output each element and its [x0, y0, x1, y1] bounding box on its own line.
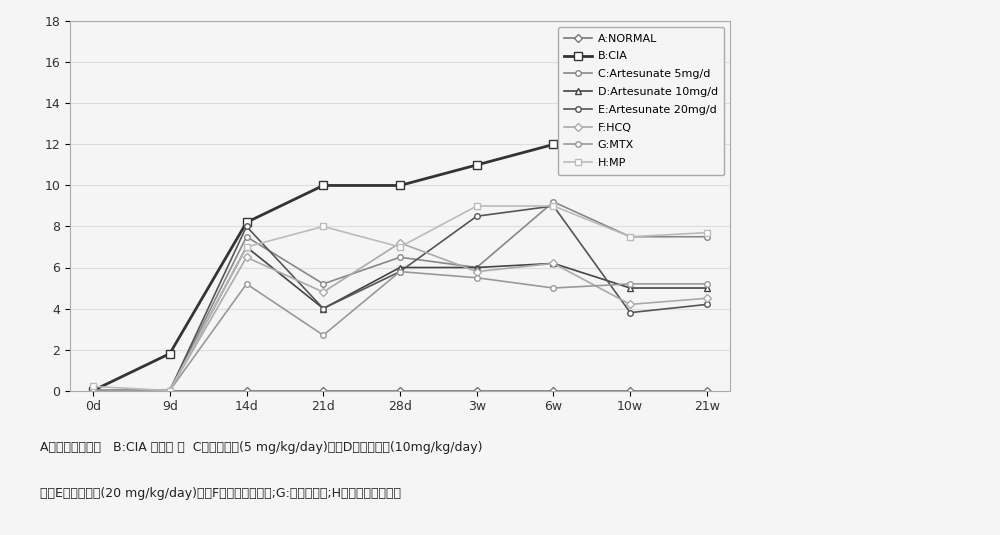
E:Artesunate 20mg/d	[241, 223, 253, 230]
F:HCQ	[87, 387, 99, 394]
Text: 组；E：青蔧琥酩(20 mg/kg/day)组；F：硫酸羟氯喔组;G:甲氨蝶呀组;H：甲基泼尼松龙组: 组；E：青蔧琥酩(20 mg/kg/day)组；F：硫酸羟氯喔组;G:甲氨蝶呀组…	[40, 487, 401, 500]
Line: H:MP: H:MP	[90, 203, 710, 393]
D:Artesunate 10mg/d	[624, 285, 636, 291]
A:NORMAL	[241, 387, 253, 394]
G:MTX	[471, 274, 483, 281]
H:MP	[394, 244, 406, 250]
C:Artesunate 5mg/d	[701, 233, 713, 240]
A:NORMAL	[547, 387, 559, 394]
B:CIA	[87, 387, 99, 394]
F:HCQ	[547, 260, 559, 266]
H:MP	[471, 203, 483, 209]
Legend: A:NORMAL, B:CIA, C:Artesunate 5mg/d, D:Artesunate 10mg/d, E:Artesunate 20mg/d, F: A:NORMAL, B:CIA, C:Artesunate 5mg/d, D:A…	[558, 27, 724, 175]
Line: E:Artesunate 20mg/d: E:Artesunate 20mg/d	[90, 203, 710, 393]
C:Artesunate 5mg/d	[547, 198, 559, 205]
Line: F:HCQ: F:HCQ	[90, 240, 710, 393]
G:MTX	[241, 281, 253, 287]
D:Artesunate 10mg/d	[394, 264, 406, 271]
A:NORMAL	[87, 387, 99, 394]
D:Artesunate 10mg/d	[547, 260, 559, 266]
F:HCQ	[701, 295, 713, 301]
B:CIA	[624, 100, 636, 106]
G:MTX	[624, 281, 636, 287]
A:NORMAL	[624, 387, 636, 394]
E:Artesunate 20mg/d	[471, 213, 483, 219]
G:MTX	[701, 281, 713, 287]
D:Artesunate 10mg/d	[471, 264, 483, 271]
E:Artesunate 20mg/d	[547, 203, 559, 209]
H:MP	[701, 230, 713, 236]
G:MTX	[164, 387, 176, 394]
D:Artesunate 10mg/d	[241, 244, 253, 250]
C:Artesunate 5mg/d	[471, 264, 483, 271]
G:MTX	[394, 269, 406, 275]
B:CIA	[241, 219, 253, 226]
G:MTX	[317, 332, 329, 338]
C:Artesunate 5mg/d	[394, 254, 406, 261]
E:Artesunate 20mg/d	[317, 305, 329, 312]
E:Artesunate 20mg/d	[394, 269, 406, 275]
Line: D:Artesunate 10mg/d: D:Artesunate 10mg/d	[90, 244, 710, 393]
D:Artesunate 10mg/d	[87, 387, 99, 394]
C:Artesunate 5mg/d	[317, 281, 329, 287]
B:CIA	[164, 350, 176, 357]
B:CIA	[317, 182, 329, 189]
E:Artesunate 20mg/d	[164, 387, 176, 394]
H:MP	[317, 223, 329, 230]
F:HCQ	[164, 387, 176, 394]
H:MP	[624, 233, 636, 240]
F:HCQ	[471, 269, 483, 275]
Line: B:CIA: B:CIA	[89, 58, 711, 395]
E:Artesunate 20mg/d	[624, 309, 636, 316]
A:NORMAL	[394, 387, 406, 394]
F:HCQ	[394, 240, 406, 246]
C:Artesunate 5mg/d	[624, 233, 636, 240]
A:NORMAL	[471, 387, 483, 394]
E:Artesunate 20mg/d	[701, 301, 713, 308]
C:Artesunate 5mg/d	[164, 387, 176, 394]
D:Artesunate 10mg/d	[701, 285, 713, 291]
A:NORMAL	[701, 387, 713, 394]
B:CIA	[701, 59, 713, 66]
G:MTX	[87, 387, 99, 394]
Text: A：正常对照组；   B:CIA 模型组 ；  C：青蔧琥酩(5 mg/kg/day)组；D：青蔧琥酩(10mg/kg/day): A：正常对照组； B:CIA 模型组 ； C：青蔧琥酩(5 mg/kg/day)…	[40, 441, 482, 454]
B:CIA	[471, 162, 483, 168]
H:MP	[547, 203, 559, 209]
Line: A:NORMAL: A:NORMAL	[90, 388, 710, 393]
C:Artesunate 5mg/d	[241, 233, 253, 240]
Line: C:Artesunate 5mg/d: C:Artesunate 5mg/d	[90, 199, 710, 393]
B:CIA	[547, 141, 559, 148]
G:MTX	[547, 285, 559, 291]
D:Artesunate 10mg/d	[317, 305, 329, 312]
C:Artesunate 5mg/d	[87, 387, 99, 394]
A:NORMAL	[164, 387, 176, 394]
H:MP	[87, 383, 99, 389]
F:HCQ	[241, 254, 253, 261]
H:MP	[164, 387, 176, 394]
D:Artesunate 10mg/d	[164, 387, 176, 394]
F:HCQ	[317, 289, 329, 295]
F:HCQ	[624, 301, 636, 308]
E:Artesunate 20mg/d	[87, 387, 99, 394]
B:CIA	[394, 182, 406, 189]
Line: G:MTX: G:MTX	[90, 269, 710, 393]
A:NORMAL	[317, 387, 329, 394]
H:MP	[241, 244, 253, 250]
